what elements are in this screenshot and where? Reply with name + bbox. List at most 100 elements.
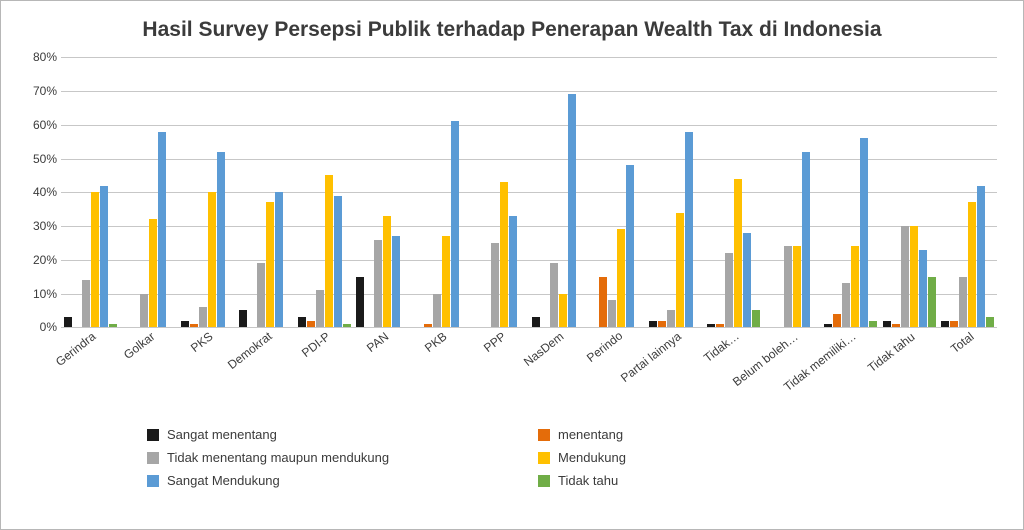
bar [784,246,792,327]
bar [158,132,166,328]
x-tick-label: Golkar [121,329,157,362]
legend-label: Sangat menentang [167,427,277,442]
bar [676,213,684,328]
bar [743,233,751,328]
legend-swatch [147,452,159,464]
bar [793,246,801,327]
bar-group [120,57,179,327]
legend-swatch [147,475,159,487]
bar [217,152,225,328]
y-tick-label: 80% [17,50,57,64]
legend-swatch [538,429,550,441]
bar [491,243,499,327]
bar [950,321,958,328]
bar [325,175,333,327]
bar [919,250,927,328]
y-tick-label: 40% [17,185,57,199]
bar [140,294,148,328]
x-tick-label: PKB [422,329,450,355]
bar [658,321,666,328]
bar [298,317,306,327]
bar [869,321,877,328]
x-tick-label: PDI-P [299,329,333,360]
x-axis-labels: GerindraGolkarPKSDemokratPDI-PPANPKBPPPN… [61,327,997,419]
x-label-slot: Tidak memiliki… [822,327,881,419]
bar [802,152,810,328]
x-label-slot: Tidak tahu [880,327,939,419]
bar-group [412,57,471,327]
x-label-slot: Golkar [120,327,179,419]
y-tick-label: 60% [17,118,57,132]
bar [275,192,283,327]
x-tick-label: PAN [364,329,391,355]
bar [383,216,391,327]
x-label-slot: PDI-P [295,327,354,419]
bar [334,196,342,328]
x-label-slot: PKS [178,327,237,419]
legend-item: Tidak tahu [538,473,929,488]
bar [266,202,274,327]
legend-label: Mendukung [558,450,626,465]
bar [181,321,189,328]
legend-swatch [538,475,550,487]
legend-item: Tidak menentang maupun mendukung [147,450,538,465]
bar [649,321,657,328]
bar [599,277,607,328]
bar-group [471,57,530,327]
bar [451,121,459,327]
bar-groups [61,57,997,327]
x-tick-label: Total [948,329,977,356]
bar-group [354,57,413,327]
legend-item: menentang [538,427,929,442]
plot-area: 0%10%20%30%40%50%60%70%80% [61,57,997,327]
x-tick-label: PKS [188,329,216,355]
x-label-slot: PPP [471,327,530,419]
bar-group [588,57,647,327]
bar [500,182,508,327]
bar [928,277,936,328]
bar [550,263,558,327]
bar [968,202,976,327]
bar [257,263,265,327]
bar [626,165,634,327]
x-label-slot: Partai lainnya [646,327,705,419]
legend-item: Sangat menentang [147,427,538,442]
y-tick-label: 20% [17,253,57,267]
bar [64,317,72,327]
bar [356,277,364,328]
legend-label: Tidak tahu [558,473,618,488]
chart-title: Hasil Survey Persepsi Publik terhadap Pe… [17,17,1007,43]
bar [442,236,450,327]
legend: Sangat menentang menentang Tidak menentang… [147,423,929,492]
bar-group [880,57,939,327]
y-tick-label: 0% [17,320,57,334]
bar [100,186,108,328]
x-label-slot: PAN [354,327,413,419]
bar [374,240,382,328]
bar [959,277,967,328]
bar-group [705,57,764,327]
legend-label: Tidak menentang maupun mendukung [167,450,389,465]
bar [685,132,693,328]
bar [842,283,850,327]
bar [608,300,616,327]
bar [617,229,625,327]
y-tick-label: 30% [17,219,57,233]
bar [82,280,90,327]
bar [734,179,742,328]
x-tick-label: Gerindra [53,329,98,369]
x-tick-label: NasDem [521,329,566,369]
x-tick-label: Tidak… [701,329,742,365]
legend-item: Mendukung [538,450,929,465]
bar [316,290,324,327]
bar [307,321,315,328]
bar [860,138,868,327]
bar [199,307,207,327]
bar [977,186,985,328]
bar-group [939,57,998,327]
bar [91,192,99,327]
y-tick-label: 50% [17,152,57,166]
bar-group [61,57,120,327]
bar [392,236,400,327]
x-label-slot: NasDem [529,327,588,419]
